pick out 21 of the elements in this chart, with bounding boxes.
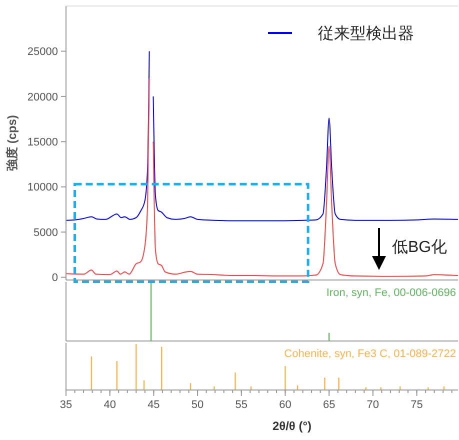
y-tick-label: 10000 [27, 182, 58, 194]
x-tick-label: 60 [279, 399, 292, 411]
y-tick-label: 5000 [34, 226, 58, 239]
x-axis-title: 2θ/θ (°) [272, 419, 312, 433]
x-tick-label: 75 [410, 399, 423, 411]
chart-title: Iron, syn, Fe, 00-006-0696 [326, 287, 456, 299]
y-tick-label: 20000 [27, 91, 58, 104]
legend-label: 従来型検出器 [318, 24, 414, 43]
y-tick-label: 15000 [27, 136, 58, 148]
x-tick-label: 45 [148, 399, 160, 411]
y-tick-label: 0 [52, 272, 58, 284]
x-tick-label: 65 [322, 399, 336, 411]
y-tick-label: 25000 [27, 46, 58, 58]
annotation: 低BG化 [392, 239, 448, 256]
y-axis-title: 強度 (cps) [5, 114, 19, 172]
chart-title: Cohenite, syn, Fe3 C, 01-089-2722 [284, 348, 456, 360]
x-tick-label: 40 [104, 399, 116, 411]
x-tick-label: 35 [60, 399, 72, 411]
x-tick-label: 55 [235, 399, 248, 411]
x-tick-label: 70 [366, 399, 380, 411]
x-tick-label: 50 [191, 399, 204, 411]
